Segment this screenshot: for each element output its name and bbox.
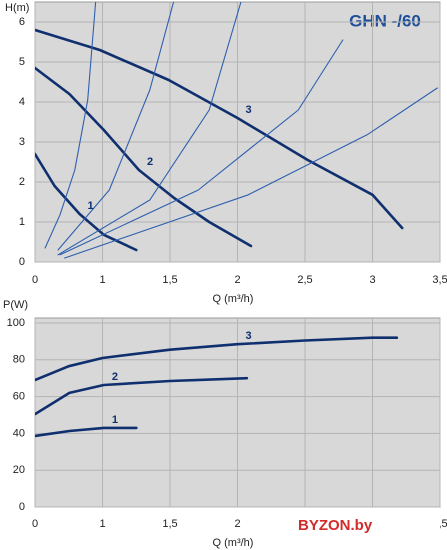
- x-tick-label: 3: [369, 274, 375, 286]
- curve-label: 2: [112, 371, 118, 383]
- y-tick-label: 0: [19, 501, 25, 513]
- x-axis-label: Q (m³/h): [213, 537, 254, 549]
- pump-curve: [35, 28, 404, 230]
- pump-curve: [35, 426, 138, 438]
- curve-label: 3: [246, 330, 252, 342]
- curve-label: 3: [246, 104, 252, 116]
- pump-curve: [35, 336, 399, 382]
- y-tick-label: 80: [13, 354, 25, 366]
- pump-curve: [35, 66, 253, 248]
- x-axis-label: Q (m³/h): [213, 293, 254, 305]
- chart-title: GHN -/60: [349, 11, 421, 30]
- pump-curve: [35, 152, 138, 252]
- y-tick-label: 60: [13, 391, 25, 403]
- y-tick-label: 2: [19, 176, 25, 188]
- x-tick-label: 2: [234, 274, 240, 286]
- y-tick-label: 1: [19, 216, 25, 228]
- system-curve: [59, 39, 344, 256]
- system-curve: [64, 87, 438, 259]
- curve-label: 1: [112, 414, 118, 426]
- x-tick-label: 2: [234, 518, 240, 530]
- y-tick-label: 0: [19, 256, 25, 268]
- curve-label: 2: [147, 156, 153, 168]
- y-axis-label: P(W): [3, 299, 28, 311]
- y-tick-label: 20: [13, 464, 25, 476]
- pump-curve: [35, 376, 249, 416]
- x-tick-label: 1: [99, 518, 105, 530]
- y-tick-label: 4: [19, 96, 25, 108]
- x-tick-label: 3,5: [432, 274, 447, 286]
- curve-label: 1: [88, 200, 94, 212]
- watermark-bg: [290, 514, 440, 536]
- x-tick-label: 1: [99, 274, 105, 286]
- y-tick-label: 100: [7, 317, 25, 329]
- system-curve: [44, 2, 97, 249]
- y-tick-label: 6: [19, 16, 25, 28]
- y-tick-label: 40: [13, 427, 25, 439]
- x-tick-label: 2,5: [297, 274, 312, 286]
- series-group: [35, 2, 438, 259]
- watermark: BYZON.by: [298, 517, 373, 534]
- x-tick-label: 0: [32, 518, 38, 530]
- y-tick-label: 5: [19, 56, 25, 68]
- x-tick-label: 1,5: [162, 518, 177, 530]
- x-tick-label: 0: [32, 274, 38, 286]
- series-group: [35, 336, 399, 438]
- x-tick-label: 1,5: [162, 274, 177, 286]
- y-axis-label: H(m): [5, 2, 29, 14]
- system-curve: [57, 2, 242, 256]
- y-tick-label: 3: [19, 136, 25, 148]
- system-curve: [57, 2, 175, 251]
